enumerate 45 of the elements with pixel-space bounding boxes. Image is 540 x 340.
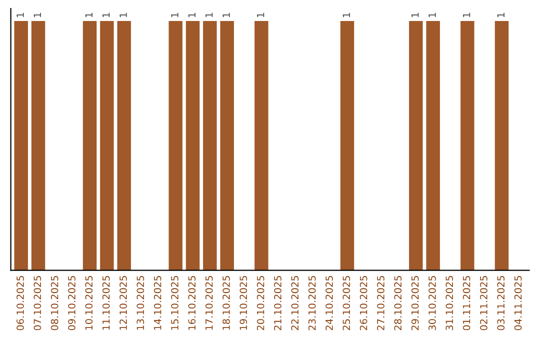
data-label: 1 xyxy=(497,12,504,18)
x-tick-label: 01.11.2025 xyxy=(462,276,470,330)
data-label: 1 xyxy=(206,12,213,18)
x-tick-label: 13.10.2025 xyxy=(136,276,144,330)
x-tick-label: 25.10.2025 xyxy=(342,276,350,330)
data-label: 1 xyxy=(171,12,178,18)
x-tick-label: 03.11.2025 xyxy=(497,276,505,330)
x-tick-label: 29.10.2025 xyxy=(411,276,419,330)
x-tick-label: 22.10.2025 xyxy=(291,276,299,330)
x-tick-label: 31.10.2025 xyxy=(446,276,454,330)
data-label: 1 xyxy=(222,12,230,18)
x-tick-label: 30.10.2025 xyxy=(428,276,436,330)
x-tick-label: 28.10.2025 xyxy=(394,276,402,330)
x-tick-label: 12.10.2025 xyxy=(120,276,127,330)
x-tick-label: 24.10.2025 xyxy=(326,276,333,330)
data-label: 1 xyxy=(34,12,41,18)
x-tick-label: 04.11.2025 xyxy=(514,276,522,330)
x-tick-label: 23.10.2025 xyxy=(308,276,316,330)
data-label: 1 xyxy=(85,12,92,18)
x-tick-label: 02.11.2025 xyxy=(480,276,488,330)
x-tick-label: 18.10.2025 xyxy=(222,276,230,330)
x-tick-label: 21.10.2025 xyxy=(274,276,282,330)
x-tick-label: 15.10.2025 xyxy=(171,276,178,330)
x-tick-label: 20.10.2025 xyxy=(256,276,264,330)
x-tick-label: 11.10.2025 xyxy=(102,276,110,330)
data-label: 1 xyxy=(342,12,350,18)
x-tick-label: 10.10.2025 xyxy=(85,276,93,330)
data-label: 1 xyxy=(120,12,127,18)
x-tick-label: 27.10.2025 xyxy=(377,276,384,330)
x-tick-label: 09.10.2025 xyxy=(68,276,76,330)
data-label: 1 xyxy=(188,12,196,18)
data-label: 1 xyxy=(412,12,419,18)
data-label: 1 xyxy=(463,12,470,18)
x-tick-label: 26.10.2025 xyxy=(360,276,368,330)
x-tick-label: 17.10.2025 xyxy=(205,276,213,330)
data-label: 1 xyxy=(257,12,264,18)
x-tick-label: 07.10.2025 xyxy=(34,276,42,330)
data-label: 1 xyxy=(428,12,436,18)
data-label: 1 xyxy=(102,12,110,18)
x-tick-label: 08.10.2025 xyxy=(50,276,58,330)
x-tick-label: 16.10.2025 xyxy=(188,276,196,330)
x-tick-label: 19.10.2025 xyxy=(240,276,248,330)
x-tick-label: 14.10.2025 xyxy=(154,276,162,330)
x-tick-label: 06.10.2025 xyxy=(16,276,24,330)
data-label: 1 xyxy=(16,12,24,18)
